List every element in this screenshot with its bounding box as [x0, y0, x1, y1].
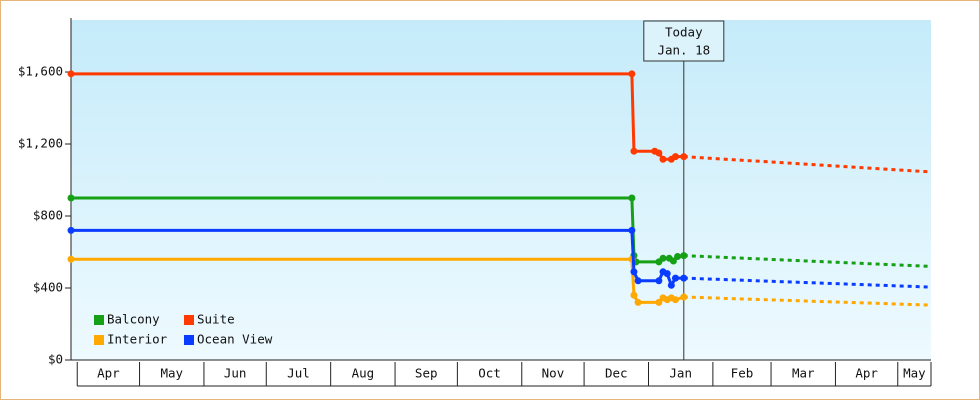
legend-label: Balcony — [107, 312, 160, 327]
x-tick-label: May — [160, 366, 183, 381]
y-tick-label: $0 — [48, 352, 63, 367]
point — [630, 291, 638, 299]
x-tick-label: Sep — [415, 366, 438, 381]
point — [67, 255, 75, 263]
point — [680, 153, 688, 161]
x-tick-label: Oct — [478, 366, 501, 381]
point — [671, 153, 679, 161]
y-tick-label: $800 — [33, 208, 63, 223]
point — [667, 281, 675, 289]
x-tick-label: Apr — [855, 366, 878, 381]
plot-area — [71, 20, 931, 360]
point — [663, 270, 671, 278]
x-tick-label: Feb — [731, 366, 754, 381]
forecast-line — [683, 276, 932, 289]
x-tick-label: Jun — [224, 366, 247, 381]
point — [628, 226, 636, 234]
forecast-line — [683, 155, 932, 174]
point — [680, 274, 688, 282]
point — [67, 194, 75, 202]
point — [655, 298, 663, 306]
x-tick-label: May — [903, 366, 926, 381]
point — [671, 274, 679, 282]
point — [669, 257, 677, 265]
today-box — [643, 20, 725, 62]
legend-swatch — [94, 315, 104, 325]
point — [671, 296, 679, 304]
legend-swatch — [94, 335, 104, 345]
point — [655, 277, 663, 285]
point — [628, 194, 636, 202]
point — [634, 277, 642, 285]
series-line — [71, 228, 684, 287]
today-label: Today — [665, 25, 703, 40]
legend-label: Ocean View — [197, 332, 273, 347]
forecast-line — [683, 295, 932, 307]
x-tick-label: Mar — [792, 366, 815, 381]
point — [630, 268, 638, 276]
point — [680, 252, 688, 260]
x-tick-label: Nov — [542, 366, 565, 381]
forecast-line — [683, 254, 932, 268]
x-tick-label: Apr — [97, 366, 120, 381]
point — [674, 253, 682, 261]
y-tick-label: $400 — [33, 280, 63, 295]
x-tick-label: Aug — [352, 366, 375, 381]
point — [659, 155, 667, 163]
x-tick-label: Jul — [287, 366, 310, 381]
point — [67, 226, 75, 234]
point — [630, 147, 638, 155]
x-tick-label: Jan — [669, 366, 692, 381]
y-tick-label: $1,600 — [18, 64, 63, 79]
legend-label: Interior — [107, 332, 168, 347]
legend-swatch — [184, 335, 194, 345]
point — [655, 149, 663, 157]
point — [634, 298, 642, 306]
point — [67, 70, 75, 78]
legend-swatch — [184, 315, 194, 325]
legend-label: Suite — [197, 312, 235, 327]
point — [680, 293, 688, 301]
y-tick-label: $1,200 — [18, 136, 63, 151]
x-tick-label: Dec — [605, 366, 628, 381]
point — [628, 70, 636, 78]
point — [659, 254, 667, 262]
today-date: Jan. 18 — [657, 43, 710, 58]
